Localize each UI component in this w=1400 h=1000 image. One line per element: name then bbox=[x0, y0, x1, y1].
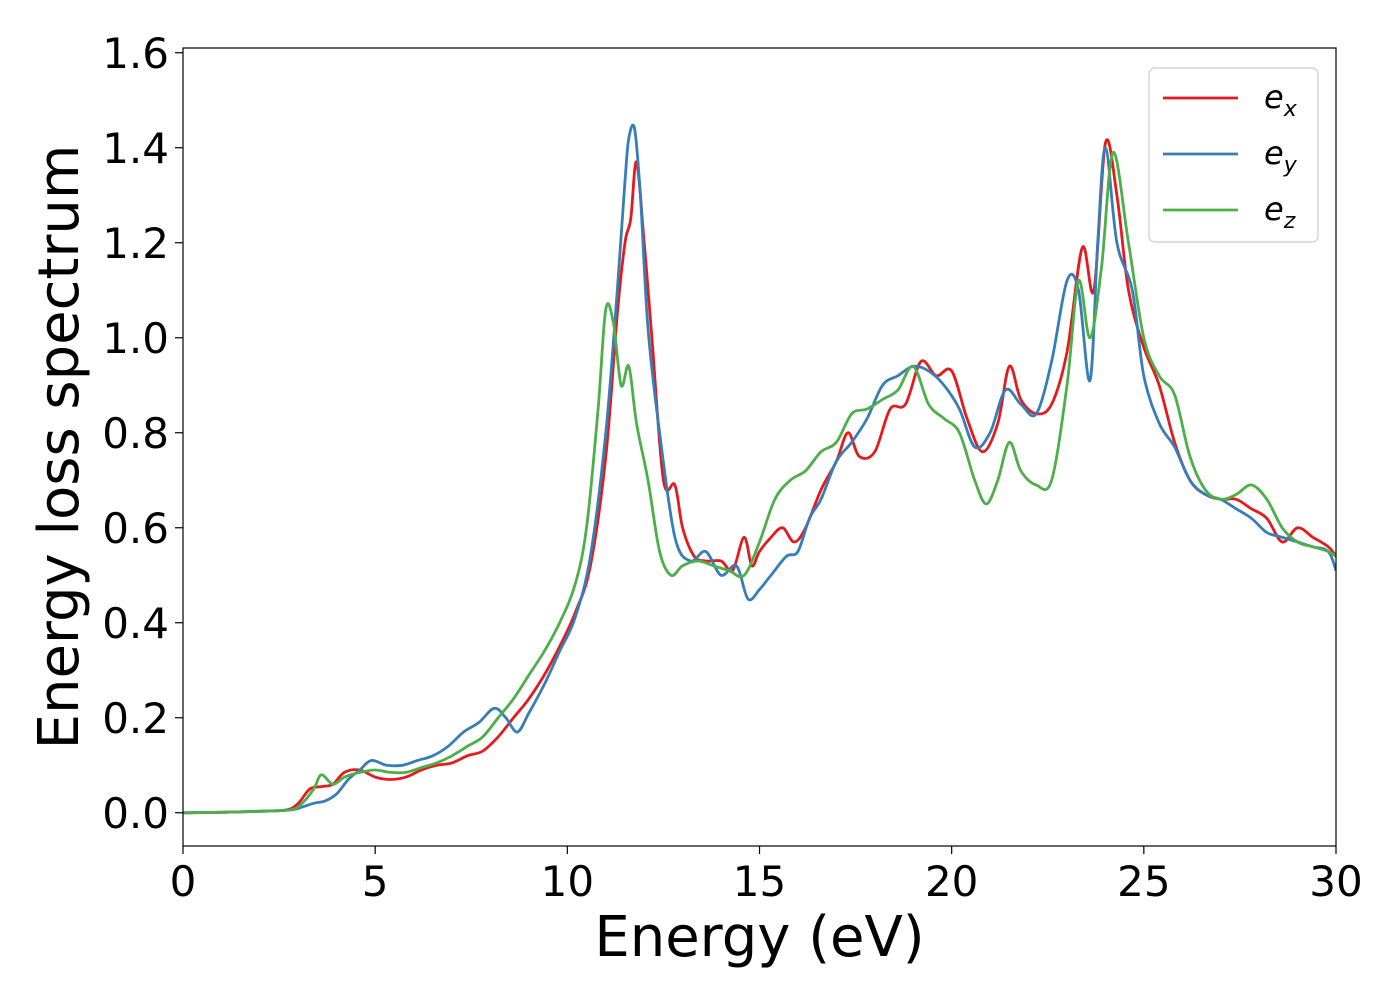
x-tick-label: 10 bbox=[541, 857, 594, 906]
x-tick-label: 20 bbox=[925, 857, 978, 906]
series-line-e-z bbox=[183, 151, 1336, 815]
y-tick-label: 1.6 bbox=[102, 29, 169, 78]
x-tick-label: 25 bbox=[1117, 857, 1170, 906]
x-tick-label: 5 bbox=[362, 857, 389, 906]
x-tick-label: 0 bbox=[170, 857, 197, 906]
y-tick-label: 1.0 bbox=[102, 314, 169, 363]
y-axis-label: Energy loss spectrum bbox=[27, 145, 92, 750]
series-layer bbox=[183, 123, 1336, 815]
y-tick-label: 0.2 bbox=[102, 694, 169, 743]
y-tick-label: 1.4 bbox=[102, 124, 169, 173]
y-tick-label: 0.0 bbox=[102, 789, 169, 838]
series-line-e-x bbox=[183, 138, 1336, 815]
x-tick-label: 15 bbox=[733, 857, 786, 906]
series-line-e-y bbox=[183, 123, 1336, 815]
y-tick-label: 0.4 bbox=[102, 599, 169, 648]
y-axis-ticks: 0.0 0.2 0.4 0.6 0.8 1.0 1.2 1.4 1.6 bbox=[102, 29, 183, 838]
y-tick-label: 0.8 bbox=[102, 409, 169, 458]
x-tick-label: 30 bbox=[1309, 857, 1362, 906]
x-axis-ticks: 0 5 10 15 20 25 30 bbox=[170, 846, 1363, 906]
x-axis-label: Energy (eV) bbox=[594, 905, 924, 970]
y-tick-label: 1.2 bbox=[102, 219, 169, 268]
legend-label-e-x: ex bbox=[1264, 78, 1298, 122]
y-tick-label: 0.6 bbox=[102, 504, 169, 553]
